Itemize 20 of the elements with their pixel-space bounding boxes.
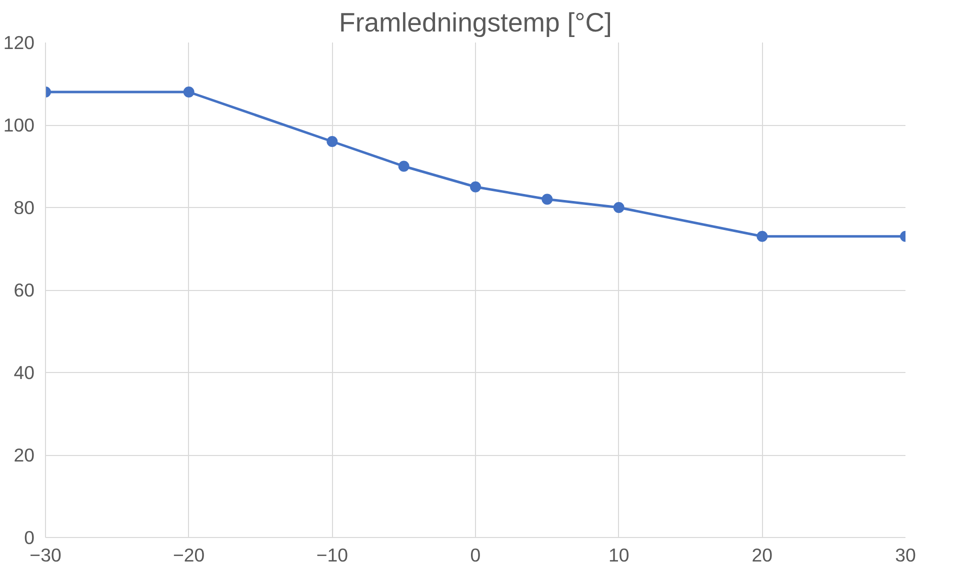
chart-title: Framledningstemp [°C] xyxy=(339,8,612,38)
x-tick-label: 0 xyxy=(470,544,481,566)
point xyxy=(542,194,553,205)
point xyxy=(183,86,194,98)
point xyxy=(470,181,481,192)
y-tick-label: 100 xyxy=(3,114,35,136)
y-tick-label: 20 xyxy=(14,444,35,466)
y-tick-label: 80 xyxy=(14,197,35,218)
point xyxy=(398,160,410,172)
x-tick-label: −20 xyxy=(173,544,205,566)
point xyxy=(613,202,624,213)
point xyxy=(756,230,768,242)
y-tick-label: 60 xyxy=(14,280,35,300)
y-tick-label: 40 xyxy=(14,362,35,383)
point xyxy=(326,136,338,147)
x-tick-label: −10 xyxy=(316,544,348,566)
x-tick-label: 10 xyxy=(608,544,630,566)
x-tick-label: 20 xyxy=(752,544,773,566)
x-tick-label: 30 xyxy=(895,544,916,566)
y-tick-label: 120 xyxy=(3,32,35,53)
